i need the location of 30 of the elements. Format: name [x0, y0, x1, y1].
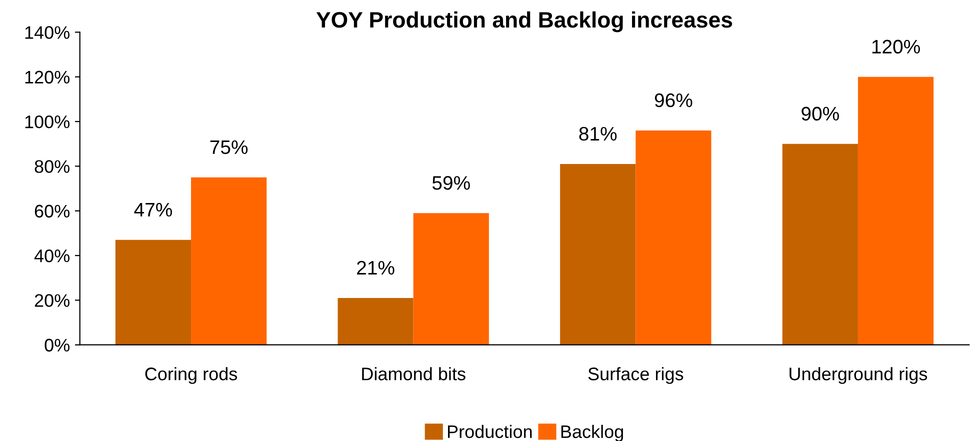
bar	[782, 144, 858, 345]
y-tick-label: 20%	[34, 294, 70, 307]
y-tick-label: 80%	[34, 160, 70, 173]
data-label: 90%	[802, 106, 839, 121]
data-label: 59%	[432, 176, 470, 190]
x-tick-label: Coring rods	[145, 367, 238, 384]
chart-title: YOY Production and Backlog increases	[316, 11, 732, 32]
y-tick-label: 0%	[44, 338, 70, 352]
data-label: 75%	[210, 140, 248, 154]
bar	[858, 76, 934, 345]
x-tick-label: Underground rigs	[790, 367, 928, 384]
y-tick-label: 120%	[25, 70, 70, 84]
y-tick-label: 140%	[25, 26, 70, 39]
data-label: 120%	[872, 40, 920, 54]
bar	[115, 240, 192, 345]
data-label: 96%	[654, 93, 692, 108]
data-label: 81%	[579, 126, 617, 141]
y-tick-label: 100%	[25, 115, 70, 128]
bar	[191, 177, 267, 345]
legend-label: Production	[448, 424, 532, 438]
x-tick-label: Surface rigs	[588, 367, 684, 384]
bar	[636, 130, 712, 345]
x-tick-label: Diamond bits	[362, 367, 466, 380]
bar	[338, 298, 414, 345]
data-label: 47%	[134, 202, 172, 217]
y-tick-label: 60%	[34, 204, 70, 218]
y-tick-label: 40%	[34, 249, 70, 262]
bar	[560, 164, 636, 345]
bar	[413, 213, 489, 345]
data-label: 21%	[357, 260, 394, 275]
